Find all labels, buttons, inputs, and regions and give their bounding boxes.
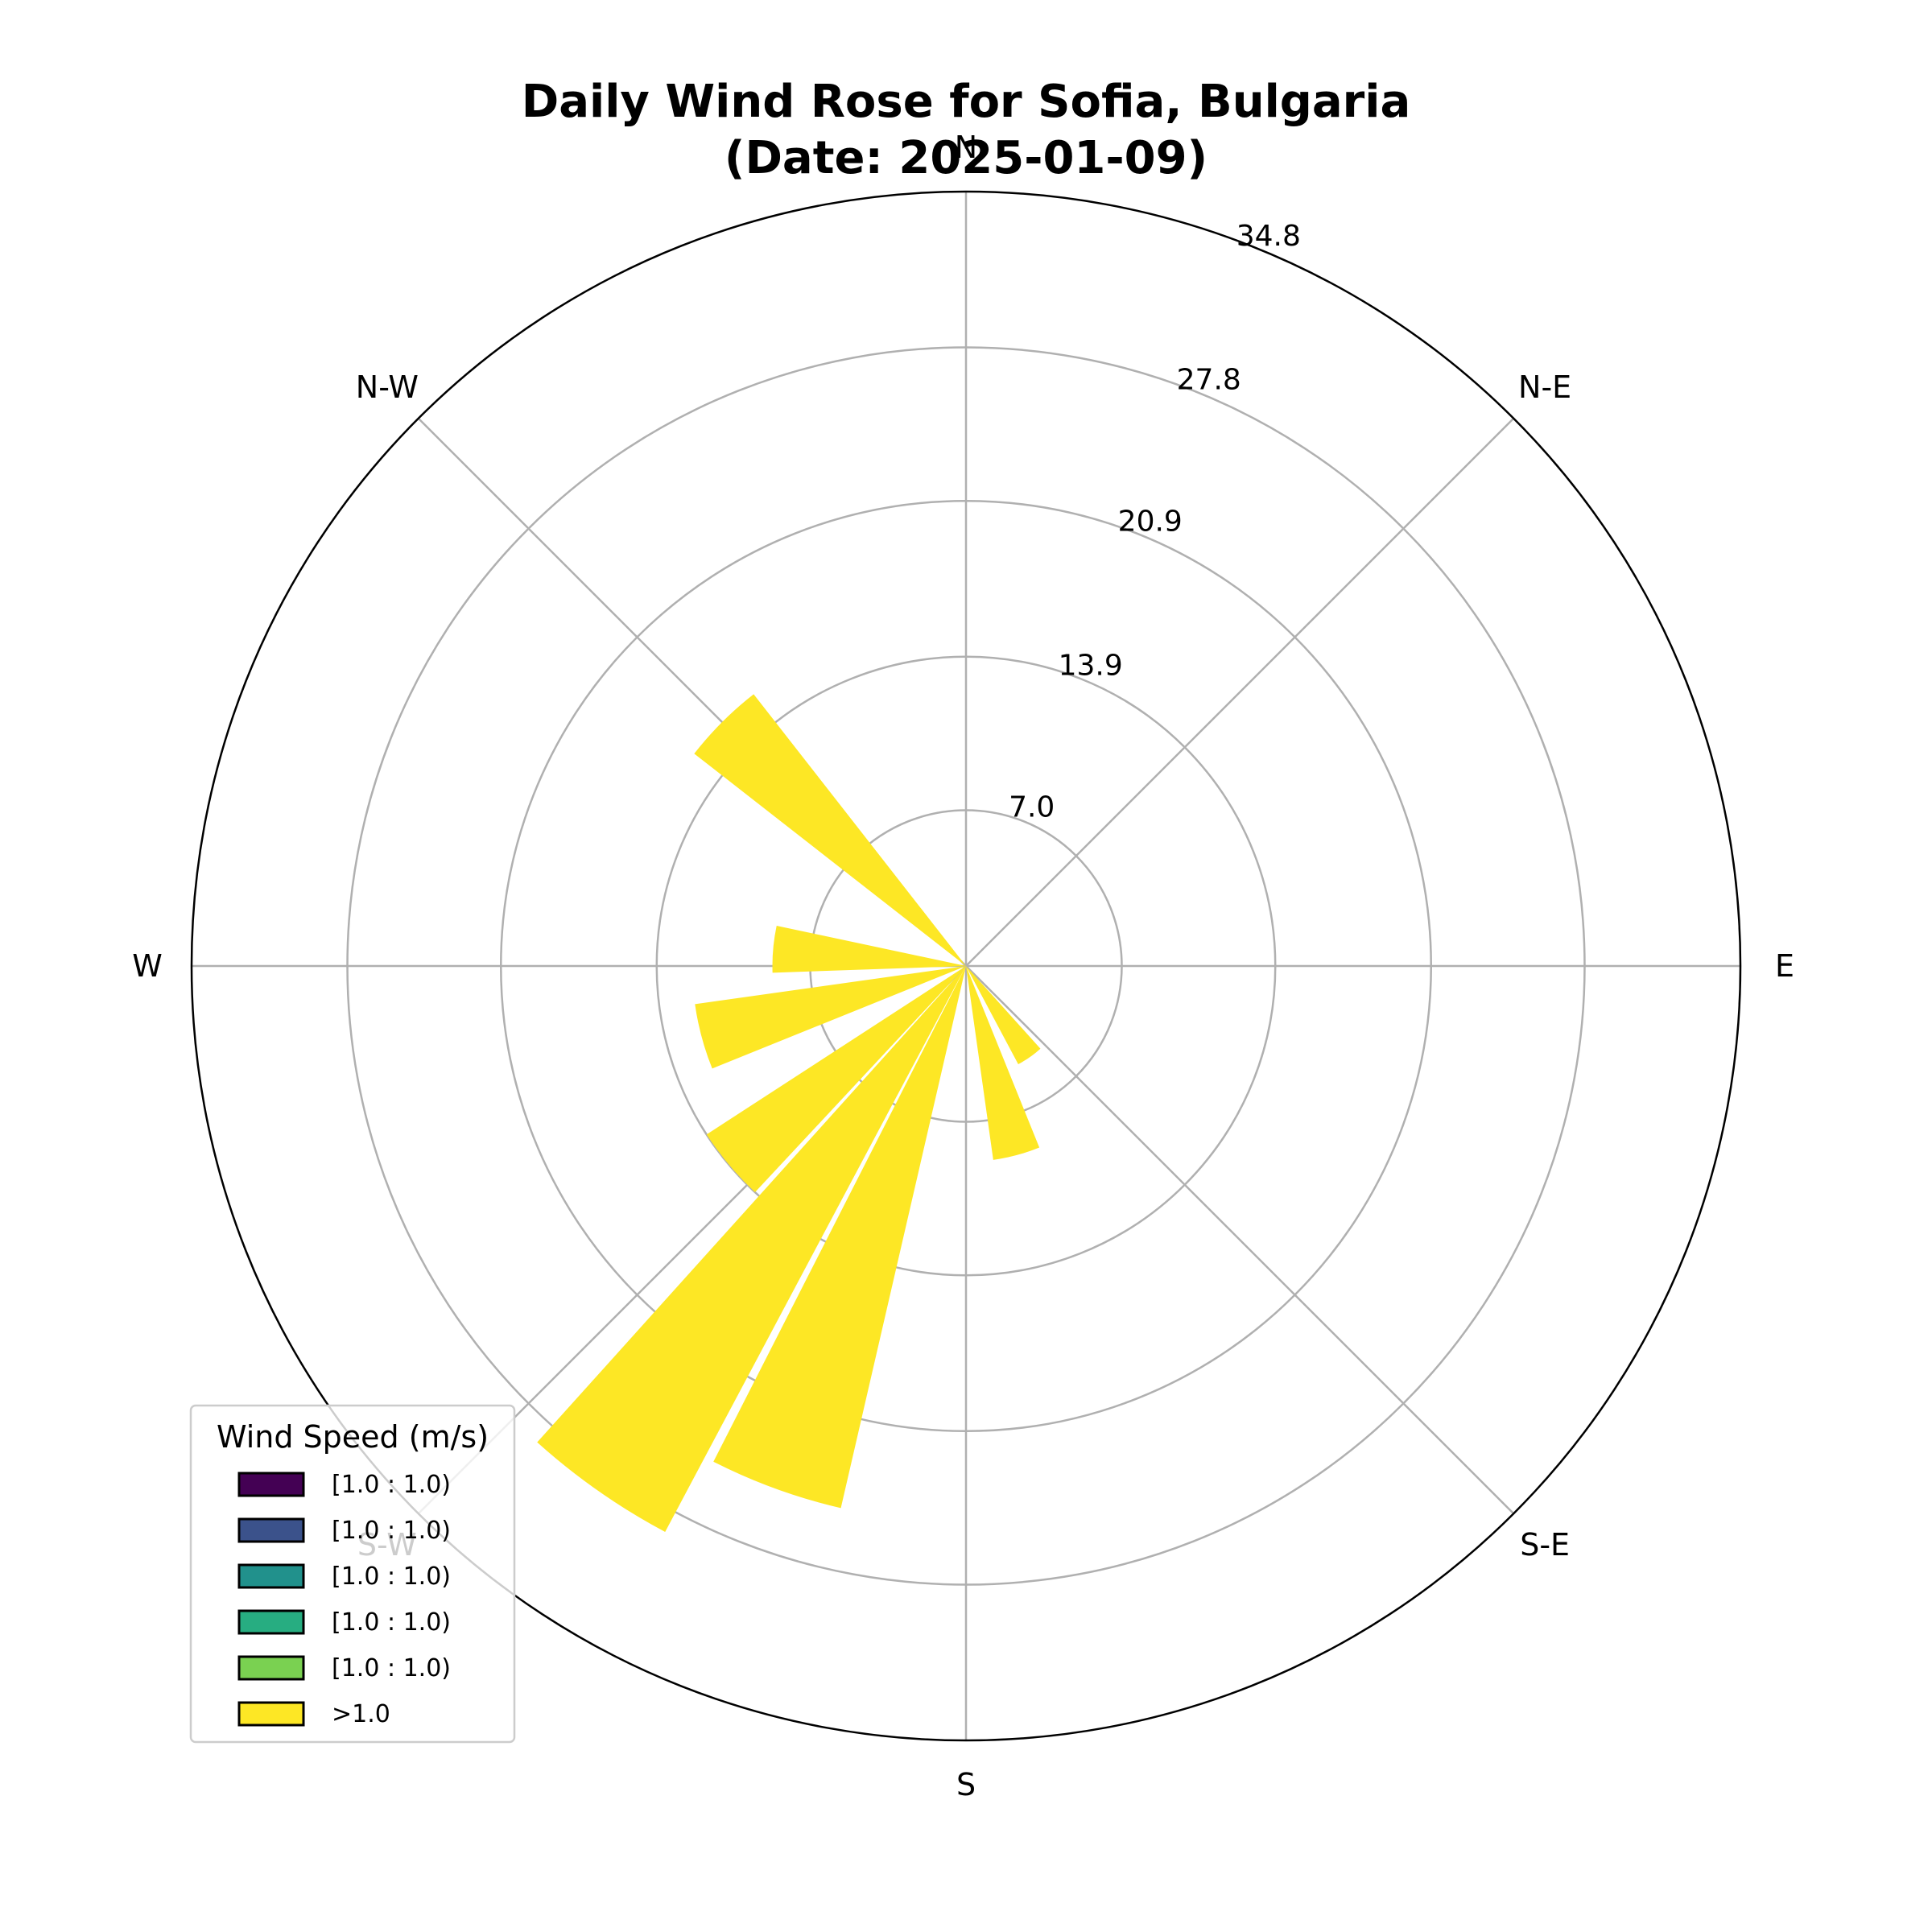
direction-label-s: S (956, 1767, 976, 1802)
radial-tick-label-2: 20.9 (1118, 506, 1183, 539)
radial-tick-label-3: 27.8 (1177, 364, 1241, 397)
legend-label-0: [1.0 : 1.0) (332, 1471, 451, 1499)
chart-title-line-2: (Date: 2025-01-09) (724, 132, 1208, 184)
legend-swatch-3 (239, 1611, 303, 1633)
wind-bar-0-0 (694, 694, 966, 966)
angular-gridline-1 (966, 419, 1513, 966)
direction-label-n-e: N-E (1518, 369, 1571, 405)
wind-bar-0-6 (966, 966, 1039, 1160)
legend-swatch-0 (239, 1473, 303, 1496)
legend-label-4: [1.0 : 1.0) (332, 1654, 451, 1682)
wind-rose-bars (537, 694, 1040, 1532)
legend-swatch-4 (239, 1657, 303, 1679)
legend-label-2: [1.0 : 1.0) (332, 1563, 451, 1591)
legend-swatch-1 (239, 1519, 303, 1542)
legend-label-5: >1.0 (332, 1700, 390, 1728)
direction-label-w: W (132, 948, 163, 984)
direction-label-n-w: N-W (356, 369, 419, 405)
radial-tick-label-0: 7.0 (1009, 791, 1055, 824)
legend-label-3: [1.0 : 1.0) (332, 1608, 451, 1637)
direction-label-e: E (1775, 948, 1794, 984)
chart-title-line-1: Daily Wind Rose for Sofia, Bulgaria (522, 76, 1411, 128)
legend-swatch-2 (239, 1565, 303, 1587)
angular-gridline-7 (966, 966, 1513, 1513)
legend-label-1: [1.0 : 1.0) (332, 1517, 451, 1545)
legend-swatch-5 (239, 1703, 303, 1725)
radial-tick-labels: 7.0 13.9 20.9 27.8 34.8 (1009, 220, 1301, 824)
direction-label-s-e: S-E (1520, 1527, 1570, 1563)
legend-title: Wind Speed (m/s) (217, 1419, 489, 1455)
radial-tick-label-1: 13.9 (1059, 650, 1123, 683)
legend: Wind Speed (m/s) [1.0 : 1.0) [1.0 : 1.0) [1… (191, 1406, 514, 1742)
radial-tick-label-4: 34.8 (1236, 220, 1301, 253)
